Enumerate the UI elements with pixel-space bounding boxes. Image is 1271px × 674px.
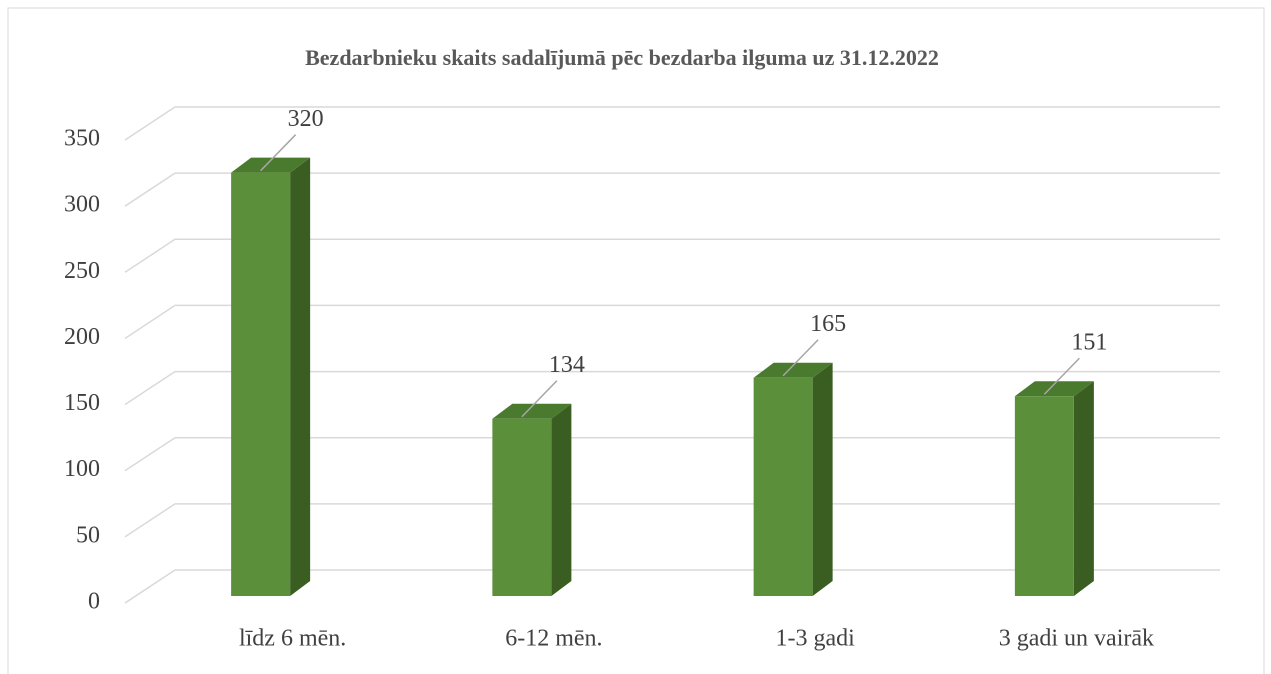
bar-top bbox=[753, 362, 833, 378]
x-tick-label: 1-3 gadi bbox=[775, 626, 855, 652]
x-tick-label: līdz 6 mēn. bbox=[239, 626, 346, 652]
y-tick-label: 50 bbox=[76, 522, 100, 548]
data-label: 151 bbox=[1071, 330, 1107, 356]
data-label: 134 bbox=[549, 352, 585, 378]
chart-title: Bezdarbnieku skaits sadalījumā pēc bezda… bbox=[305, 45, 939, 70]
bar bbox=[231, 157, 311, 596]
grid-line bbox=[124, 503, 1220, 538]
grid-line bbox=[124, 304, 1220, 340]
leader-line bbox=[782, 339, 819, 377]
leader-line bbox=[260, 134, 297, 172]
bar bbox=[492, 403, 572, 596]
bar-top bbox=[492, 403, 572, 419]
bar-front bbox=[231, 172, 291, 596]
y-tick-label: 350 bbox=[64, 126, 100, 152]
x-tick-label: 6-12 mēn. bbox=[505, 626, 602, 652]
bar-side bbox=[551, 403, 572, 596]
bar bbox=[753, 362, 833, 596]
grid-line bbox=[124, 436, 1220, 472]
y-tick-label: 200 bbox=[64, 324, 100, 350]
bar-side bbox=[812, 362, 833, 596]
y-tick-label: 150 bbox=[64, 390, 100, 416]
bar-front bbox=[492, 418, 552, 596]
bar-top bbox=[231, 157, 311, 173]
bar-side bbox=[290, 157, 311, 596]
y-tick-label: 0 bbox=[88, 589, 100, 615]
y-tick-label: 300 bbox=[64, 192, 100, 218]
grid-line bbox=[124, 370, 1220, 406]
grid-line bbox=[124, 172, 1220, 207]
x-tick-label: 3 gadi un vairāk bbox=[999, 626, 1154, 652]
bar-front bbox=[1014, 396, 1074, 596]
y-tick-label: 100 bbox=[64, 456, 100, 482]
bar-side bbox=[1073, 381, 1094, 596]
grid-line bbox=[124, 238, 1220, 273]
leader-line bbox=[521, 380, 558, 418]
grid-line bbox=[124, 106, 1220, 141]
y-tick-label: 250 bbox=[64, 258, 100, 284]
bar bbox=[1014, 381, 1094, 596]
data-label: 165 bbox=[810, 311, 846, 337]
bar-top bbox=[1014, 381, 1094, 397]
leader-line bbox=[1043, 357, 1080, 395]
data-label: 320 bbox=[288, 106, 324, 132]
bar-front bbox=[753, 377, 813, 596]
grid-line bbox=[124, 569, 1220, 604]
